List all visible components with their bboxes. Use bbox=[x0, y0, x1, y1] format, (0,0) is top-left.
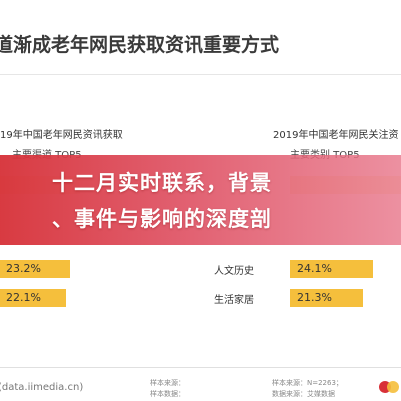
footer-brand: (data.iimedia.cn) bbox=[0, 382, 84, 393]
footer-note-right-2: 数据来源：艾媒数据 bbox=[272, 390, 335, 398]
footer-note-left-2: 样本数据： bbox=[150, 390, 185, 398]
footer-note-left-1: 样本来源： bbox=[150, 379, 185, 387]
page-title: 道渐成老年网民获取资讯重要方式 bbox=[0, 34, 280, 56]
footer-divider bbox=[0, 367, 401, 368]
iimedia-logo-icon bbox=[379, 381, 399, 393]
right-bar-label-2: 生活家居 bbox=[214, 295, 254, 306]
left-bar-1 bbox=[0, 260, 70, 278]
footer-note-right-1: 样本来源：N=2263； bbox=[272, 379, 343, 387]
headline-line-1: 十二月实时联系，背景 bbox=[52, 171, 272, 195]
headline-line-2: 、事件与影响的深度剖 bbox=[52, 207, 272, 231]
left-bar-value-2: 22.1% bbox=[6, 291, 41, 304]
right-bar-label-1: 人文历史 bbox=[214, 266, 254, 277]
right-bar-2 bbox=[290, 289, 363, 307]
title-divider bbox=[0, 74, 401, 75]
right-bar-value-1: 24.1% bbox=[297, 262, 332, 275]
headline-banner: 十二月实时联系，背景 、事件与影响的深度剖 bbox=[0, 155, 401, 245]
left-bar-2 bbox=[0, 289, 66, 307]
right-bar-1 bbox=[290, 260, 373, 278]
left-bar-value-1: 23.2% bbox=[6, 262, 41, 275]
left-chart-title: 19年中国老年网民资讯获取 bbox=[0, 130, 123, 141]
right-bar-value-2: 21.3% bbox=[297, 291, 332, 304]
right-chart-title: 2019年中国老年网民关注资 bbox=[273, 130, 399, 141]
